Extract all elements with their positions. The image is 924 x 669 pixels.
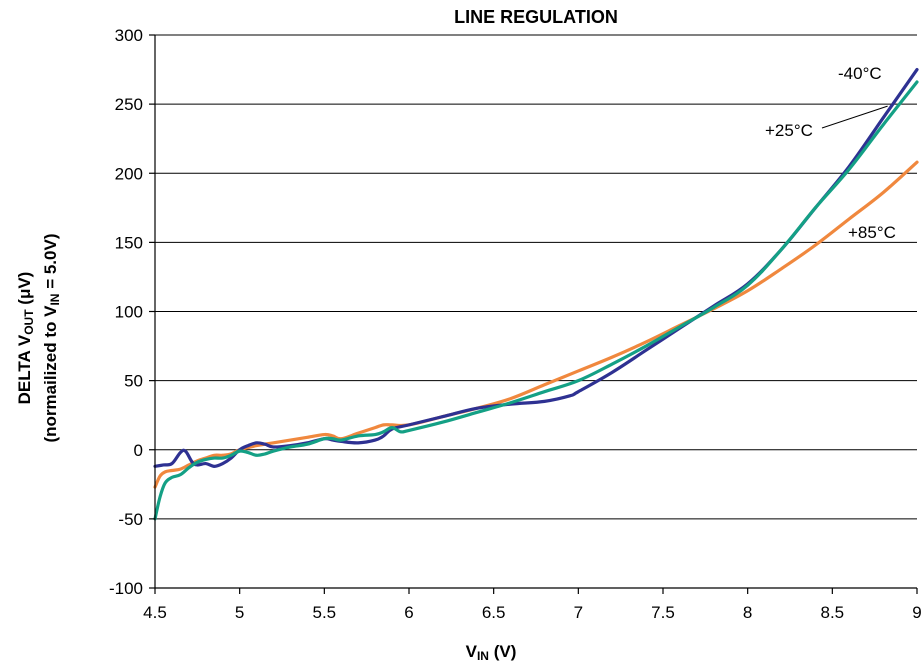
series-lines	[153, 67, 919, 521]
x-tick-label-1: 5	[235, 603, 244, 622]
y-tick-label-6: 200	[115, 164, 143, 183]
annotation-plus-25c: +25°C	[765, 121, 813, 140]
series-line-plus-85c	[153, 160, 919, 489]
y-axis-label-line1-pre: DELTA V	[15, 334, 34, 404]
gridlines	[155, 34, 917, 589]
y-tick-label-1: -50	[118, 510, 143, 529]
y-tick-label-0: -100	[109, 579, 143, 598]
x-tick-label-7: 8	[743, 603, 752, 622]
y-axis-label-line1-post: (μV)	[15, 272, 34, 310]
y-axis-label-line1: DELTA VOUT (μV)	[15, 272, 36, 405]
y-axis-label-line1-sub: OUT	[22, 309, 36, 335]
x-axis-label: VIN (V)	[466, 642, 517, 663]
y-tick-label-8: 300	[115, 26, 143, 45]
x-axis-label-main: V	[466, 642, 478, 661]
x-tick-label-5: 7	[574, 603, 583, 622]
x-tick-label-4: 6.5	[482, 603, 506, 622]
y-tick-label-3: 50	[124, 372, 143, 391]
y-tick-labels: -100 -50 0 50 100 150 200 250 300	[109, 26, 143, 598]
y-axis-label-line2-sub: IN	[48, 294, 62, 306]
series-line-plus-25c	[153, 80, 919, 521]
x-tick-label-8: 8.5	[821, 603, 845, 622]
y-tick-label-5: 150	[115, 233, 143, 252]
axes	[149, 34, 918, 594]
x-tick-label-0: 4.5	[143, 603, 167, 622]
x-tick-labels: 4.5 5 5.5 6 6.5 7 7.5 8 8.5 9	[143, 603, 922, 622]
x-tick-label-2: 5.5	[313, 603, 337, 622]
x-tick-label-9: 9	[912, 603, 921, 622]
x-tick-label-6: 7.5	[651, 603, 675, 622]
y-axis-label-line2: (normailized to VIN = 5.0V)	[41, 234, 62, 443]
y-tick-label-4: 100	[115, 303, 143, 322]
x-tick-label-3: 6	[404, 603, 413, 622]
y-tick-label-2: 0	[134, 441, 143, 460]
x-axis-label-suffix: (V)	[489, 642, 516, 661]
y-axis-label-line2-post: = 5.0V)	[41, 234, 60, 294]
annotation-minus-40c: -40°C	[838, 64, 882, 83]
y-tick-label-7: 250	[115, 95, 143, 114]
annotation-plus-85c: +85°C	[848, 223, 896, 242]
x-axis-label-sub: IN	[477, 649, 489, 663]
y-axis-label-line2-pre: (normailized to V	[41, 305, 60, 443]
chart-title: LINE REGULATION	[454, 7, 618, 27]
annotation-plus-25c-leader	[821, 105, 888, 129]
